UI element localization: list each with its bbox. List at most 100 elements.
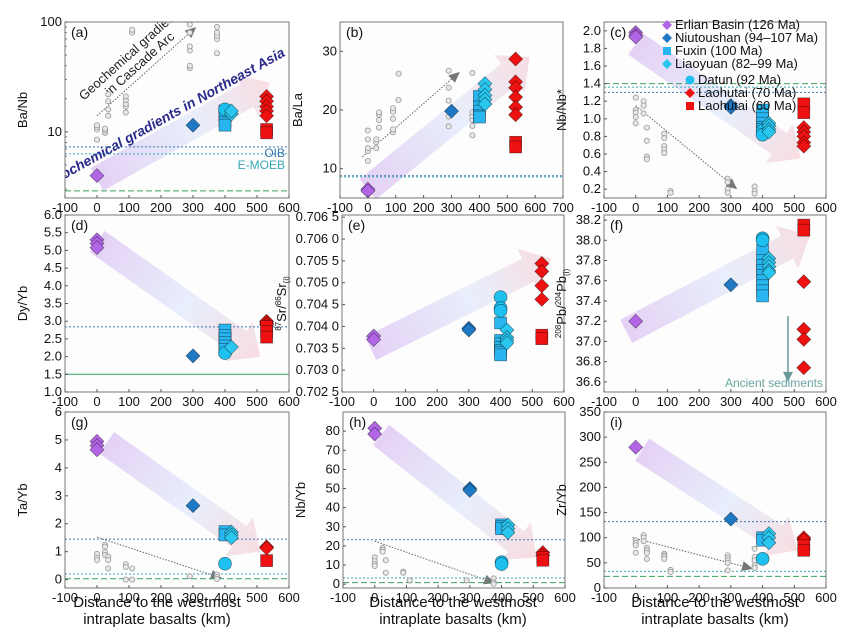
x-tick-label: 100 <box>396 590 418 605</box>
sup: 86 <box>274 296 283 305</box>
point-diamond <box>89 240 105 255</box>
series-liaoyuan <box>477 76 493 112</box>
sediment-arrowhead <box>782 371 793 382</box>
point-square <box>218 118 232 132</box>
sup: 204 <box>554 291 563 305</box>
point-diamond <box>628 439 644 455</box>
y-tick-label: 0.702 5 <box>296 384 339 399</box>
series-datun <box>755 552 770 566</box>
x-tick-label: -100 <box>52 200 78 215</box>
panel-b: -100 0 100 200 300 400 500 600 700 10 20 30 Ba/La (b) <box>290 21 574 215</box>
point-ring <box>376 124 383 131</box>
point-diamond <box>444 103 459 119</box>
legend-marker-square <box>663 47 671 55</box>
trend-dotted-line <box>635 105 732 185</box>
y-tick-label: 100 <box>40 14 62 29</box>
legend-label: Laohutai (60 Ma) <box>698 98 796 113</box>
x-tick-label: 600 <box>278 200 300 215</box>
plot-frame <box>603 411 827 589</box>
trend-band-shape <box>364 248 552 360</box>
point-ring <box>364 136 371 143</box>
series-liaoyuan <box>223 103 239 122</box>
series-erlian-basin <box>89 168 105 184</box>
y-tick-label: 0.4 <box>583 164 601 179</box>
point-ring <box>389 126 396 133</box>
x-axis-title-line1: Distance to the westmost <box>631 594 799 611</box>
point-ring <box>129 26 136 33</box>
y-tick-label: 0.703 5 <box>296 340 339 355</box>
series-laohutai-60 <box>509 135 522 154</box>
point-ring <box>376 109 383 116</box>
x-tick-label: 200 <box>688 394 710 409</box>
legend-label: Datun (92 Ma) <box>698 72 781 87</box>
x-axis-ticks: -100 0 100 200 300 400 500 600 <box>52 585 300 605</box>
point-ring <box>661 135 668 142</box>
y-tick-label: 0.704 0 <box>296 318 339 333</box>
trend-dotted-line <box>374 540 488 582</box>
series-liaoyuan <box>500 517 516 540</box>
y-tick-label: 36.8 <box>576 354 601 369</box>
series-laohutai-70 <box>259 539 275 556</box>
y-tick-label: 0.8 <box>583 128 601 143</box>
plot-frame <box>603 21 827 199</box>
point-ring <box>469 132 476 139</box>
series-cascade-arc <box>632 94 758 197</box>
panel-h: -100 0 100 200 300 400 500 60001020304050607080… <box>293 411 576 605</box>
point-ring <box>643 555 650 562</box>
legend-label: Fuxin (100 Ma) <box>675 43 762 58</box>
x-tick-label: 100 <box>395 394 417 409</box>
x-tick-label: 300 <box>182 394 204 409</box>
point-ring <box>364 158 371 165</box>
x-tick-label: 300 <box>441 200 463 215</box>
y-tick-label: 4.0 <box>44 278 62 293</box>
x-axis-title-line2: intraplate basalts (km) <box>641 611 789 628</box>
point-diamond <box>761 535 777 551</box>
x-tick-label: 600 <box>815 200 837 215</box>
point-ring <box>395 97 402 104</box>
point-ring <box>213 24 220 31</box>
y-tick-label: 20 <box>326 538 340 553</box>
x-axis-ticks: -100 0 100 200 300 400 500 600 <box>52 389 300 409</box>
point-ring <box>643 137 650 144</box>
point-ring <box>186 29 193 36</box>
x-tick-label: 500 <box>246 590 268 605</box>
trend-band-shape <box>634 438 798 557</box>
point-ring <box>632 114 639 121</box>
y-tick-label: 10 <box>48 124 62 139</box>
point-diamond <box>628 313 644 329</box>
point-ring <box>105 565 112 572</box>
point-diamond <box>796 274 812 290</box>
x-axis-ticks: -100 0 100 200 300 400 500 600 700 <box>327 195 574 215</box>
point-ring <box>373 136 380 143</box>
point-ring <box>667 189 674 196</box>
point-diamond <box>534 291 550 307</box>
legend-label: Erlian Basin (126 Ma) <box>675 17 800 32</box>
x-tick-label: 300 <box>720 590 742 605</box>
point-ring <box>661 555 668 562</box>
y-axis-title: Ba/Nb <box>15 92 30 128</box>
y-tick-label: 1.0 <box>583 111 601 126</box>
y-tick-label: 0.2 <box>583 181 601 196</box>
x-tick-label: 300 <box>182 590 204 605</box>
plot-frame <box>64 21 290 199</box>
series-cascade-arc <box>371 544 497 587</box>
point-ring <box>389 115 396 122</box>
point-ring <box>751 190 758 197</box>
x-tick-label: -100 <box>52 590 78 605</box>
x-axis-ticks: -100 0 100 200 300 400 500 600 <box>330 585 576 605</box>
series-liaoyuan <box>223 339 239 355</box>
point-ring <box>94 136 101 143</box>
y-tick-label: 10 <box>326 557 340 572</box>
y-tick-label: 36.6 <box>576 374 601 389</box>
x-axis-ticks: -100 0 100 200 300 400 500 600 <box>52 195 300 215</box>
y-axis-title: Dy/Yb <box>15 286 30 321</box>
x-tick-label: 400 <box>214 590 236 605</box>
y-tick-label: 37.2 <box>576 313 601 328</box>
panel-f: Ancient sediments -100 0 100 200 300 400 500 600… <box>554 212 837 409</box>
plot-frame <box>603 214 827 393</box>
point-ring <box>122 93 129 100</box>
legend-item: Niutoushan (94–107 Ma) <box>662 30 818 45</box>
panel-a: Geochemical gradients in Northeast AsiaG… <box>15 14 300 215</box>
series-laohutai-60 <box>536 551 550 567</box>
y-axis-ticks: 0 1 2 3 4 5 6 <box>55 404 68 587</box>
